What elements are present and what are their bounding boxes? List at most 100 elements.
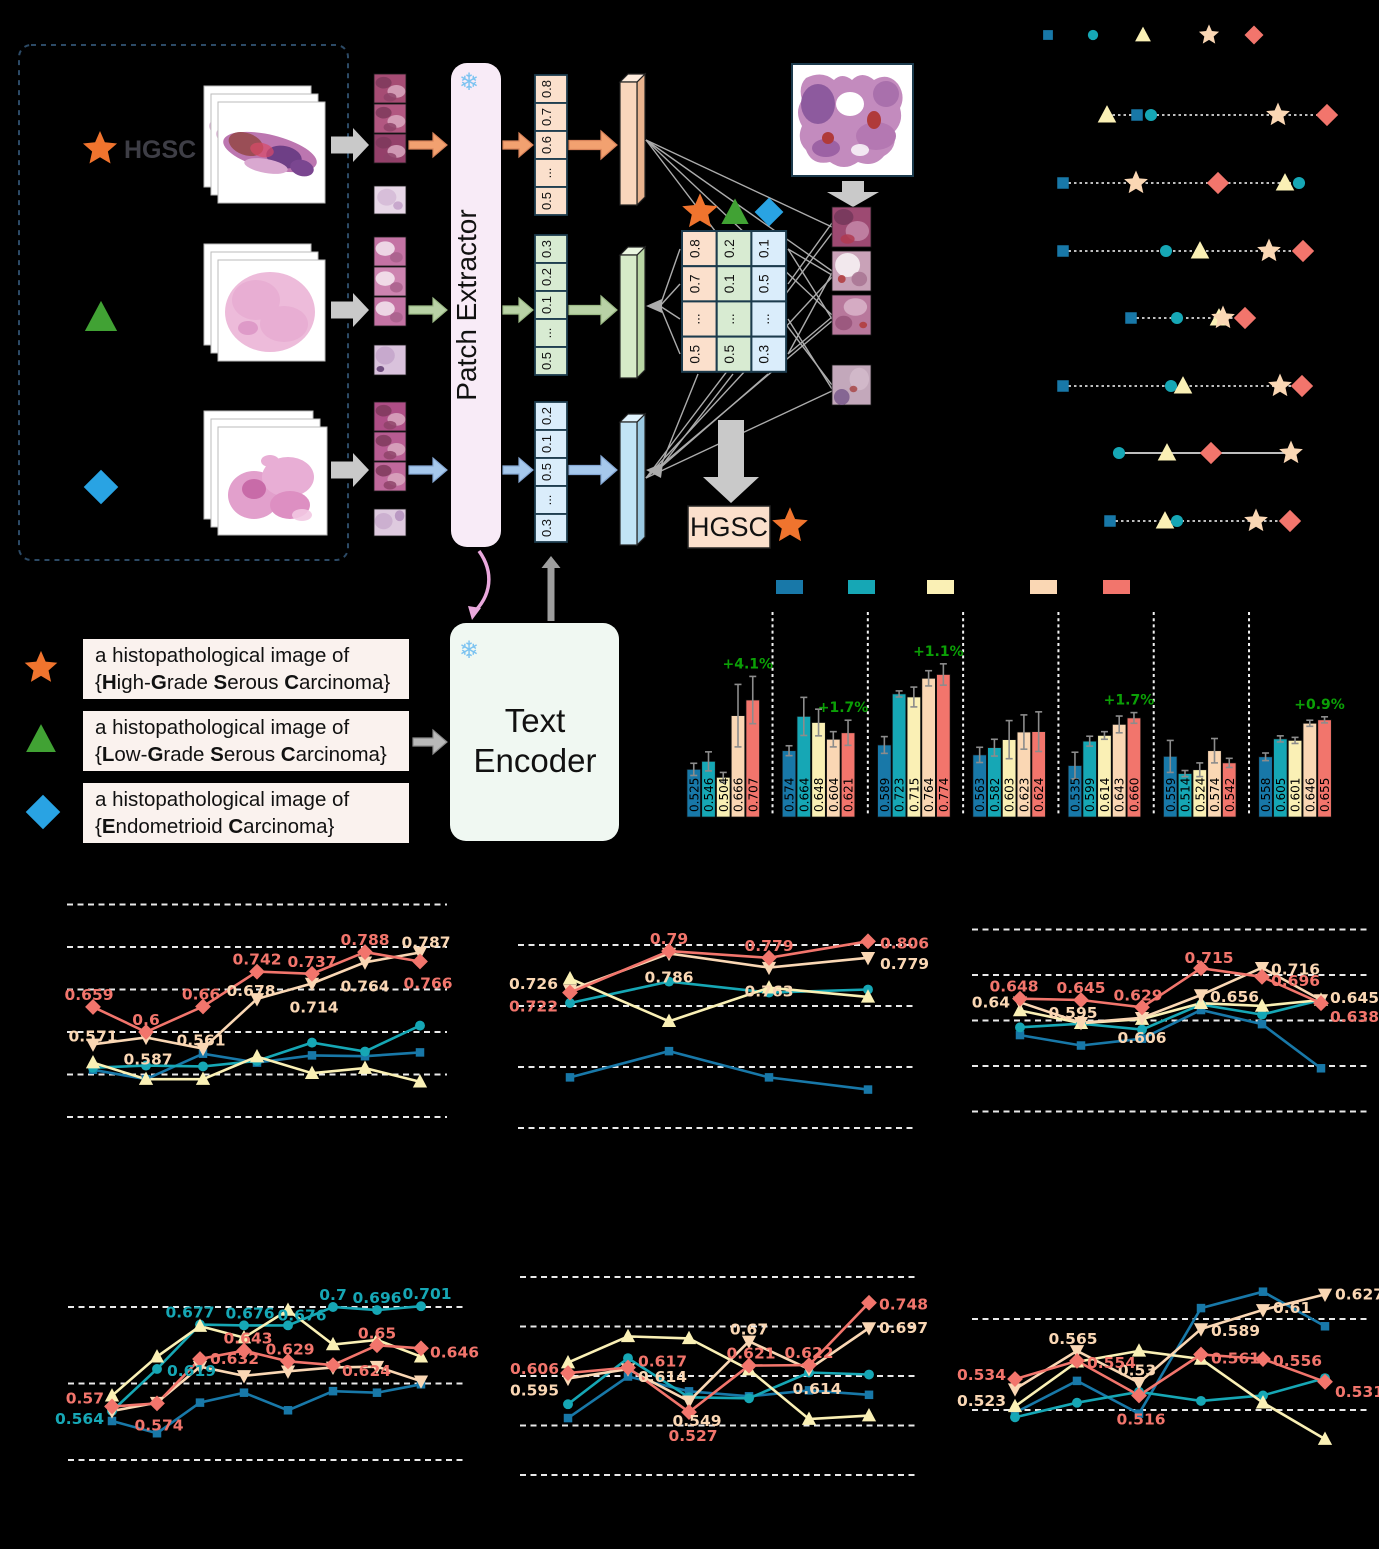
series-marker [1131, 1343, 1147, 1357]
point-label: 0.627 [1335, 1285, 1379, 1303]
point-label: 0.629 [1113, 986, 1162, 1004]
prompt-line2: {Low-Grade Serous Carcinoma} [95, 743, 387, 766]
patch-thumbnail [373, 431, 407, 462]
series-marker [1254, 968, 1270, 985]
point-label: 0.646 [430, 1343, 479, 1361]
patch-texture [833, 389, 850, 405]
wsi-stack [203, 410, 328, 536]
series-marker [249, 1049, 265, 1063]
bar-value-label: 0.604 [827, 778, 841, 812]
vector-cell [534, 429, 568, 459]
series-marker [249, 963, 265, 980]
series-line [567, 1375, 870, 1420]
series-marker [357, 944, 373, 961]
improvement-annotation: +4.1% [722, 656, 773, 672]
series-marker [560, 1365, 576, 1381]
point-label: 0.742 [232, 951, 281, 969]
series-marker [860, 952, 876, 966]
matrix-cell-value: 0.3 [757, 345, 772, 364]
connection-line [787, 316, 833, 355]
feature-vector: 0.8 0.7 0.6... 0.5 [534, 74, 568, 216]
dot-star-marker [1257, 238, 1281, 262]
series-line [1019, 998, 1322, 1031]
series-line [1014, 1376, 1326, 1419]
series-marker [681, 1330, 697, 1345]
prediction-star-marker [772, 507, 808, 542]
patch-texture [383, 480, 397, 490]
series-marker [236, 1330, 252, 1344]
series-marker [141, 1060, 151, 1071]
series-marker [563, 1399, 573, 1410]
stack-arrow [331, 293, 369, 327]
connection-line [659, 305, 681, 355]
matrix-cell-value: 0.1 [722, 274, 737, 293]
class-label-hgsc: HGSC [124, 136, 196, 164]
tissue-hole [851, 144, 869, 156]
arrow-shape [408, 131, 448, 159]
series-marker [152, 1428, 162, 1438]
series-marker [283, 1406, 293, 1415]
matrix-cell-value: 0.5 [722, 345, 737, 364]
bar-legend-swatch [927, 580, 954, 594]
series-marker [764, 1073, 774, 1082]
series-marker [1193, 1346, 1209, 1363]
patch-texture [383, 92, 397, 102]
series-line [569, 952, 869, 992]
series-marker [1255, 1351, 1271, 1367]
patch-thumbnail [373, 508, 407, 537]
line-charts: 0.5710.5870.5610.6780.7140.7640.7870.659… [55, 903, 1379, 1476]
bar-value-label: 0.589 [878, 778, 892, 812]
series-line [111, 1383, 422, 1435]
bar-value-label: 0.558 [1259, 778, 1273, 812]
bar-value-label: 0.723 [893, 778, 907, 812]
series-line [111, 1308, 422, 1397]
vector-cell [534, 513, 568, 543]
prompt-line2: {Endometrioid Carcinoma} [95, 815, 334, 838]
slab-face [619, 254, 638, 379]
prompt-line1: a histopathological image of [95, 716, 349, 739]
vector-cell-value: 0.1 [539, 435, 554, 453]
embedding-slab [618, 412, 647, 547]
bar-value-label: 0.574 [783, 778, 797, 812]
series-marker [236, 1370, 252, 1384]
patch-texture [859, 321, 868, 329]
dot-row [1057, 373, 1314, 398]
point-label: 0.571 [68, 1027, 117, 1045]
text-encoder-label-line1: Text [505, 702, 566, 739]
arrow-shape [331, 128, 369, 162]
query-patch [831, 294, 872, 336]
series-marker [307, 1051, 317, 1060]
point-label: 0.79 [650, 930, 688, 948]
flow-arrows [408, 129, 618, 486]
series-marker [1012, 990, 1028, 1007]
dot-row [1057, 170, 1306, 195]
dot-square-marker [1057, 177, 1069, 189]
tissue-blob [292, 509, 312, 521]
vector-cell-value: 0.6 [539, 136, 554, 154]
series-marker [1317, 1431, 1333, 1445]
arrow-shape [703, 420, 759, 503]
matrix-cell [750, 335, 788, 373]
patch-texture [833, 209, 854, 225]
series-marker [152, 1364, 162, 1374]
tissue-blob [801, 84, 835, 124]
series-line [1014, 1290, 1326, 1416]
matrix-diamond-icon [754, 197, 784, 227]
series-marker [304, 977, 320, 992]
series-marker [1317, 1288, 1333, 1303]
dot-diamond-marker [1278, 509, 1302, 533]
series-marker [560, 1355, 576, 1369]
connection-line [787, 222, 833, 285]
matrix-cell-value: ... [757, 313, 772, 324]
patch-texture [835, 253, 861, 277]
stack-to-patch-arrows [331, 128, 369, 487]
series-marker [413, 1340, 429, 1357]
series-marker [85, 999, 101, 1015]
series-marker [1134, 999, 1150, 1016]
point-label: 0.622 [784, 1344, 833, 1362]
series-line [1019, 966, 1322, 1009]
point-label: 0.565 [1048, 1330, 1097, 1348]
point-label: 0.632 [210, 1350, 259, 1368]
